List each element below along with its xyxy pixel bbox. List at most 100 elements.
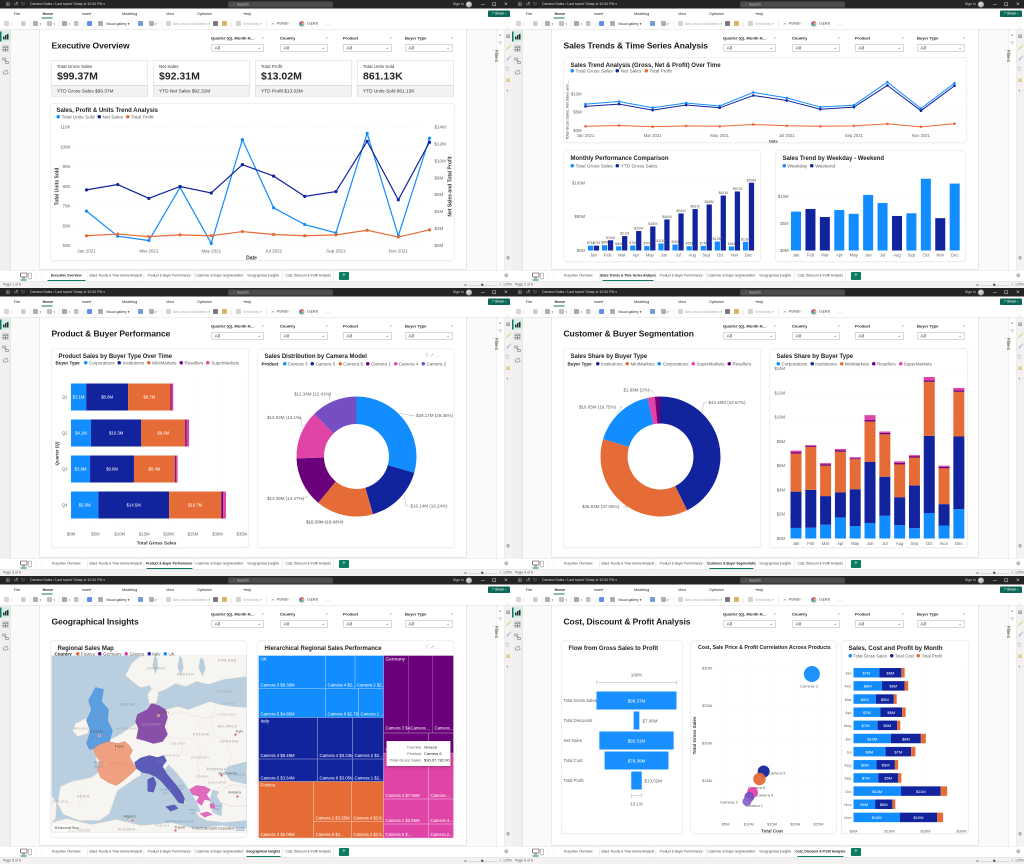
svg-text:Aug: Aug xyxy=(844,763,851,768)
svg-text:Dec: Dec xyxy=(951,253,959,258)
svg-text:$9.0M: $9.0M xyxy=(106,467,118,472)
svg-text:$15M: $15M xyxy=(702,778,712,783)
svg-text:Aug: Aug xyxy=(896,541,904,546)
svg-text:$13M: $13M xyxy=(872,789,882,794)
svg-text:$0M: $0M xyxy=(850,829,858,834)
svg-text:Oct: Oct xyxy=(926,541,933,546)
svg-text:$11M: $11M xyxy=(916,789,926,794)
svg-text:Jul: Jul xyxy=(882,541,887,546)
svg-text:Total Gross Sales: Total Gross Sales xyxy=(564,698,597,703)
svg-text:$6M: $6M xyxy=(615,242,622,246)
svg-text:$14.5M: $14.5M xyxy=(127,503,142,508)
svg-text:$15M: $15M xyxy=(606,236,615,240)
svg-text:$10.3M: $10.3M xyxy=(109,431,124,436)
svg-text:Net Sales and Total Profit: Net Sales and Total Profit xyxy=(448,156,454,217)
svg-text:IRELAND: IRELAND xyxy=(73,727,88,731)
svg-text:$7M: $7M xyxy=(643,241,650,245)
svg-text:$50M: $50M xyxy=(574,214,585,219)
svg-text:$35M: $35M xyxy=(236,532,247,537)
svg-text:SWEDEN: SWEDEN xyxy=(177,673,194,677)
svg-text:Biscay: Biscay xyxy=(94,765,104,769)
svg-text:Sea: Sea xyxy=(163,792,168,795)
svg-text:$46M: $46M xyxy=(662,215,671,219)
svg-text:Date: Date xyxy=(246,256,257,262)
svg-text:$5M: $5M xyxy=(573,110,582,115)
svg-text:50K: 50K xyxy=(62,243,70,248)
svg-text:Q2: Q2 xyxy=(62,431,68,436)
svg-text:$81M: $81M xyxy=(719,191,728,195)
svg-text:$13M: $13M xyxy=(713,237,722,241)
svg-text:Apr: Apr xyxy=(632,253,639,258)
svg-text:100%: 100% xyxy=(631,673,643,678)
svg-text:$14M: $14M xyxy=(774,366,785,371)
svg-text:HUNGARY: HUNGARY xyxy=(191,756,209,760)
svg-text:$16.14M (16.24%): $16.14M (16.24%) xyxy=(411,504,449,509)
svg-text:© 2025 Microsoft Corporation: © 2025 Microsoft Corporation Terms xyxy=(192,827,245,831)
svg-text:Jul 2021: Jul 2021 xyxy=(779,133,796,138)
svg-text:Aegean: Aegean xyxy=(212,805,222,808)
svg-text:Sep: Sep xyxy=(844,776,852,781)
svg-text:$20M: $20M xyxy=(920,829,930,834)
svg-text:⊞ Microsoft Bing: ⊞ Microsoft Bing xyxy=(55,826,79,830)
svg-text:FRANCE: FRANCE xyxy=(109,762,127,766)
svg-text:Jan: Jan xyxy=(793,253,800,258)
svg-text:$20M: $20M xyxy=(163,532,174,537)
svg-text:Sep 2021: Sep 2021 xyxy=(326,249,346,254)
svg-text:Feb: Feb xyxy=(807,253,815,258)
svg-text:$7M: $7M xyxy=(862,723,870,728)
svg-text:Sea: Sea xyxy=(215,808,220,811)
svg-text:Feb: Feb xyxy=(807,541,815,546)
svg-text:Jan: Jan xyxy=(793,541,800,546)
svg-text:$0M: $0M xyxy=(777,536,786,541)
svg-text:$3.9M: $3.9M xyxy=(75,467,87,472)
svg-text:$1.99M (2%): $1.99M (2%) xyxy=(624,388,650,393)
svg-text:BULGARIA: BULGARIA xyxy=(209,781,227,785)
svg-text:Jan 2021: Jan 2021 xyxy=(577,133,595,138)
svg-text:$0M: $0M xyxy=(780,248,789,253)
svg-text:$12M: $12M xyxy=(774,390,785,395)
svg-text:$8M: $8M xyxy=(864,684,872,689)
svg-text:Nov 2021: Nov 2021 xyxy=(389,249,409,254)
svg-text:$35M: $35M xyxy=(648,222,657,226)
svg-text:$7M: $7M xyxy=(863,671,871,676)
svg-text:$7M: $7M xyxy=(894,749,902,754)
svg-text:$79.30M: $79.30M xyxy=(628,759,646,764)
svg-text:Camera 3: Camera 3 xyxy=(800,684,818,689)
svg-text:Berlin: Berlin xyxy=(158,710,168,715)
svg-text:May 2021: May 2021 xyxy=(201,249,221,254)
svg-text:$13.02M (13.1%): $13.02M (13.1%) xyxy=(267,415,302,420)
svg-text:Total Gross Sales: Total Gross Sales xyxy=(692,716,697,754)
svg-text:$10M: $10M xyxy=(435,158,447,163)
svg-text:$7M: $7M xyxy=(700,241,707,245)
svg-text:$10M: $10M xyxy=(884,829,894,834)
svg-text:Dec: Dec xyxy=(844,815,851,820)
svg-text:$20M: $20M xyxy=(702,741,712,746)
svg-text:$5M: $5M xyxy=(780,221,789,226)
svg-text:$42.40M (42.67%): $42.40M (42.67%) xyxy=(709,400,747,405)
svg-text:$0M: $0M xyxy=(435,243,444,248)
svg-text:Camera 2: Camera 2 xyxy=(720,800,738,805)
svg-text:$6M: $6M xyxy=(435,192,444,197)
svg-text:Sea: Sea xyxy=(179,789,184,791)
svg-text:$5.6M: $5.6M xyxy=(79,503,91,508)
svg-text:$4M: $4M xyxy=(435,209,444,214)
svg-text:PORTUGAL: PORTUGAL xyxy=(52,800,70,804)
svg-text:13.1%: 13.1% xyxy=(630,802,643,807)
svg-text:$6M: $6M xyxy=(861,697,869,702)
svg-text:$7M: $7M xyxy=(862,776,870,781)
svg-text:Ionian: Ionian xyxy=(189,809,196,812)
svg-text:Algiers: Algiers xyxy=(123,814,135,819)
svg-text:SPAIN: SPAIN xyxy=(77,795,90,799)
svg-text:Jun: Jun xyxy=(661,253,668,258)
svg-text:May: May xyxy=(850,253,859,258)
svg-text:Paris: Paris xyxy=(115,744,124,749)
svg-text:$12.34M (12.41%): $12.34M (12.41%) xyxy=(294,392,332,397)
svg-text:Nov: Nov xyxy=(731,253,739,258)
svg-text:$9M: $9M xyxy=(671,240,678,244)
svg-text:$5M: $5M xyxy=(880,802,888,807)
svg-text:$4M: $4M xyxy=(777,487,786,492)
svg-text:100K: 100K xyxy=(60,144,71,149)
svg-text:NORWAY: NORWAY xyxy=(147,667,165,671)
svg-text:Mar: Mar xyxy=(822,541,830,546)
svg-text:$25M: $25M xyxy=(702,703,712,708)
